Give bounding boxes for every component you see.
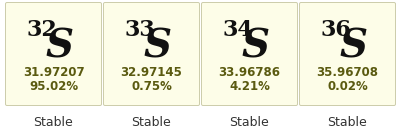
- Text: 31.97207: 31.97207: [23, 66, 84, 78]
- Text: S: S: [144, 27, 172, 65]
- Text: 33: 33: [124, 19, 155, 41]
- Text: Stable: Stable: [34, 115, 73, 129]
- Text: Stable: Stable: [230, 115, 269, 129]
- Text: 0.02%: 0.02%: [327, 80, 368, 92]
- FancyBboxPatch shape: [103, 2, 200, 106]
- Text: S: S: [339, 27, 368, 65]
- Text: Stable: Stable: [328, 115, 367, 129]
- Text: Stable: Stable: [132, 115, 171, 129]
- Text: 32.97145: 32.97145: [121, 66, 182, 78]
- Text: 35.96708: 35.96708: [316, 66, 379, 78]
- Text: 4.21%: 4.21%: [229, 80, 270, 92]
- Text: 36: 36: [320, 19, 351, 41]
- FancyBboxPatch shape: [300, 2, 395, 106]
- FancyBboxPatch shape: [201, 2, 298, 106]
- FancyBboxPatch shape: [6, 2, 101, 106]
- Text: S: S: [45, 27, 73, 65]
- Text: 32: 32: [26, 19, 57, 41]
- Text: 95.02%: 95.02%: [29, 80, 78, 92]
- Text: 0.75%: 0.75%: [131, 80, 172, 92]
- Text: 33.96786: 33.96786: [219, 66, 281, 78]
- Text: 34: 34: [222, 19, 253, 41]
- Text: S: S: [241, 27, 269, 65]
